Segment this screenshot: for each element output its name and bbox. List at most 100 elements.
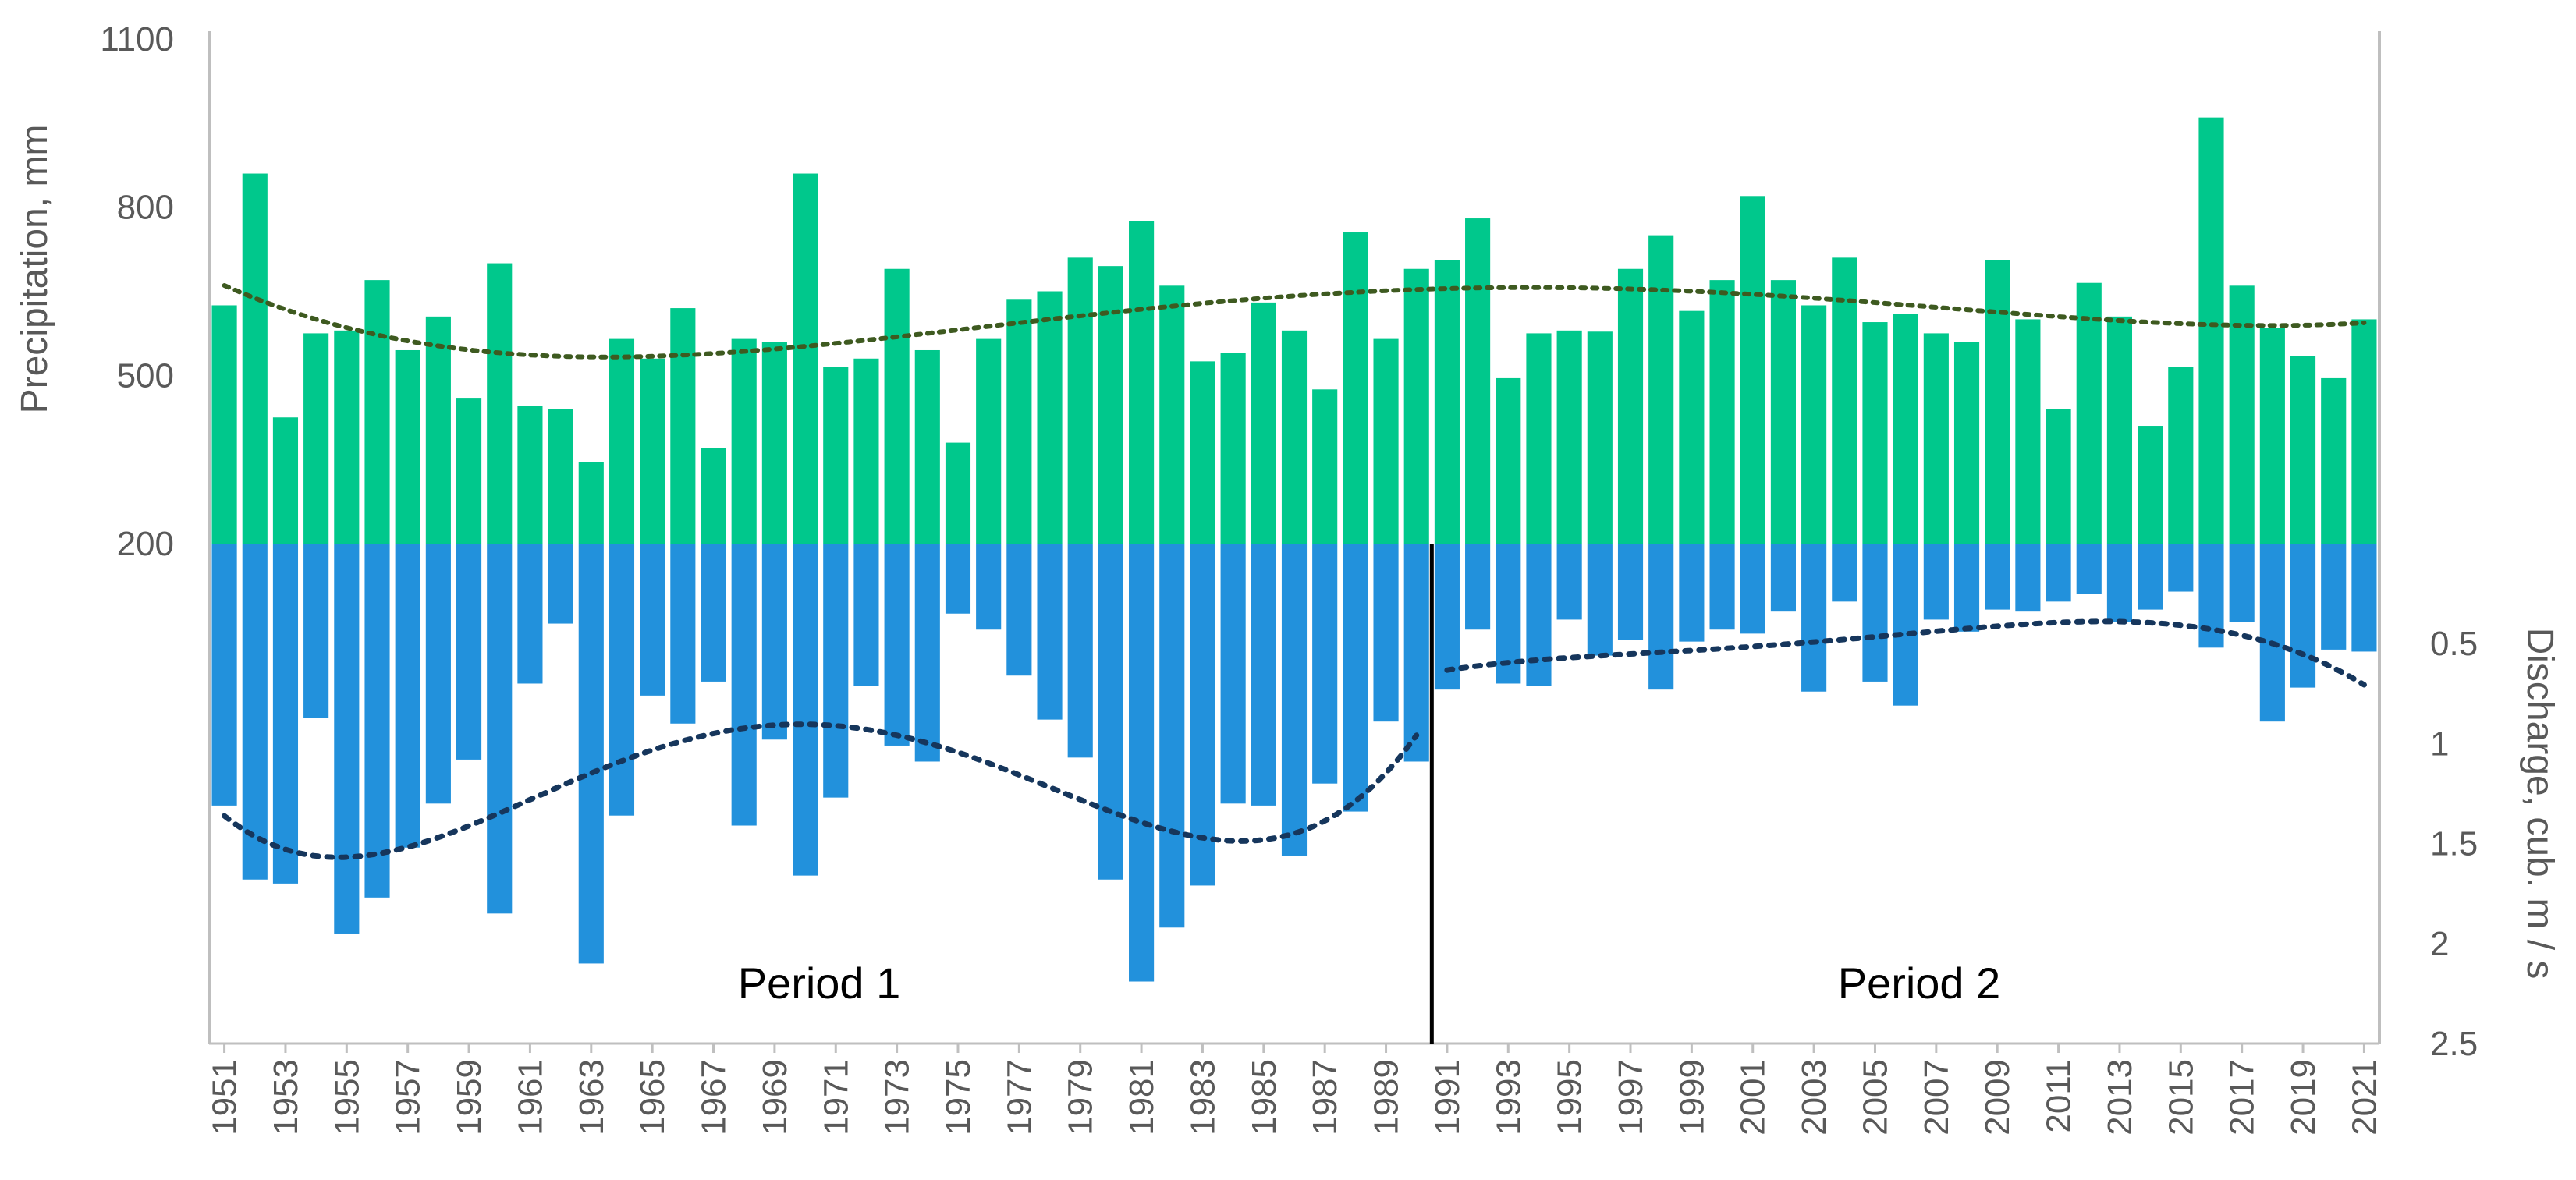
x-tick-label: 1979 <box>1062 1059 1100 1136</box>
x-tick-label: 1957 <box>389 1059 428 1136</box>
precip-bar-2016 <box>2198 117 2224 544</box>
precip-bar-1969 <box>761 342 787 544</box>
discharge-bar-1987 <box>1312 544 1338 784</box>
x-tick-label: 2017 <box>2223 1059 2262 1136</box>
discharge-bar-2017 <box>2229 544 2255 622</box>
discharge-bar-1984 <box>1220 544 1246 804</box>
x-tick-label: 1999 <box>1673 1059 1711 1136</box>
x-tick-label: 2005 <box>1856 1059 1894 1136</box>
precip-bar-2009 <box>1985 260 2010 544</box>
precip-bar-2001 <box>1740 196 1765 544</box>
discharge-bar-1951 <box>211 544 237 806</box>
discharge-bar-1964 <box>609 544 635 816</box>
precip-bar-1973 <box>884 268 910 544</box>
precip-bar-2014 <box>2138 426 2163 544</box>
discharge-bar-1995 <box>1556 544 1582 620</box>
discharge-bar-1955 <box>334 544 360 934</box>
discharge-bar-2003 <box>1801 544 1827 692</box>
right-tick-label: 1.5 <box>2430 825 2478 863</box>
x-tick-label: 1989 <box>1368 1059 1406 1136</box>
precip-bar-1998 <box>1648 235 1674 544</box>
discharge-bar-1996 <box>1587 544 1613 656</box>
precip-bar-1985 <box>1251 302 1276 544</box>
precip-bar-2005 <box>1862 322 1888 544</box>
discharge-bar-1992 <box>1465 544 1491 630</box>
precip-bar-1960 <box>487 263 513 544</box>
left-axis-title: Precipitation, mm <box>14 125 55 414</box>
discharge-bar-2012 <box>2076 544 2102 594</box>
discharge-bar-2000 <box>1709 544 1735 630</box>
discharge-bar-2020 <box>2321 544 2347 650</box>
precip-bar-1952 <box>242 173 268 544</box>
discharge-bar-2011 <box>2046 544 2071 602</box>
discharge-bar-1977 <box>1006 544 1032 676</box>
x-tick-label: 1951 <box>206 1059 244 1136</box>
discharge-bar-1985 <box>1251 544 1276 806</box>
precip-bar-2002 <box>1770 280 1796 544</box>
discharge-bar-1972 <box>853 544 879 686</box>
precip-bar-1954 <box>303 333 329 544</box>
precip-bar-1994 <box>1526 333 1552 544</box>
right-tick-label: 2 <box>2430 925 2449 963</box>
discharge-bar-1989 <box>1373 544 1399 722</box>
precip-bar-2015 <box>2168 367 2194 544</box>
precip-bar-2021 <box>2351 319 2377 544</box>
right-tick-label: 2.5 <box>2430 1025 2478 1063</box>
precip-bar-1971 <box>823 367 849 544</box>
x-tick-label: 1997 <box>1612 1059 1650 1136</box>
precip-bar-1976 <box>976 338 1002 544</box>
precip-bar-1967 <box>701 448 726 544</box>
discharge-bar-1958 <box>425 544 451 804</box>
discharge-bar-2004 <box>1832 544 1857 602</box>
precip-bar-1966 <box>670 308 696 544</box>
x-tick-label: 1983 <box>1183 1059 1222 1136</box>
precip-bar-1970 <box>793 173 818 544</box>
discharge-bar-1963 <box>578 544 604 964</box>
discharge-bar-1973 <box>884 544 910 746</box>
x-tick-label: 1973 <box>878 1059 917 1136</box>
precip-bar-1981 <box>1129 221 1155 544</box>
x-tick-label: 2015 <box>2162 1059 2200 1136</box>
precip-bar-1997 <box>1617 268 1644 544</box>
precip-bar-2018 <box>2259 328 2285 544</box>
discharge-bar-1974 <box>914 544 940 762</box>
precip-bar-1999 <box>1679 310 1705 544</box>
discharge-bar-1980 <box>1098 544 1123 880</box>
discharge-bar-1983 <box>1190 544 1215 886</box>
precip-bar-1984 <box>1220 353 1246 544</box>
x-tick-label: 1975 <box>939 1059 978 1136</box>
discharge-bar-1982 <box>1159 544 1185 928</box>
left-tick-label: 800 <box>117 189 174 227</box>
discharge-bar-1960 <box>487 544 513 914</box>
precip-bar-2011 <box>2046 409 2071 544</box>
discharge-bar-2001 <box>1740 544 1765 634</box>
discharge-bar-1970 <box>793 544 818 876</box>
axes <box>208 31 2381 1053</box>
discharge-bar-1978 <box>1037 544 1063 720</box>
right-axis-title: Discharge, cub. m / s <box>2519 628 2560 980</box>
discharge-bar-2002 <box>1770 544 1796 612</box>
discharge-bar-1952 <box>242 544 268 880</box>
precip-bar-1961 <box>517 406 543 544</box>
left-tick-label: 200 <box>117 525 174 563</box>
discharge-bar-1966 <box>670 544 696 724</box>
discharge-bar-1969 <box>761 544 787 740</box>
x-tick-label: 1967 <box>695 1059 733 1136</box>
precip-bar-2013 <box>2106 316 2133 544</box>
x-tick-label: 1965 <box>633 1059 672 1136</box>
x-tick-label: 2003 <box>1795 1059 1833 1136</box>
precip-bar-1986 <box>1281 330 1308 544</box>
discharge-bar-1997 <box>1617 544 1644 640</box>
precip-bar-1962 <box>548 409 573 544</box>
discharge-bar-1962 <box>548 544 573 624</box>
precip-bar-2007 <box>1923 333 1949 544</box>
discharge-bar-1956 <box>364 544 390 898</box>
precip-bar-1964 <box>609 338 635 544</box>
precip-bar-1987 <box>1312 389 1338 544</box>
x-tick-label: 1959 <box>450 1059 488 1136</box>
precip-bar-1991 <box>1434 260 1460 544</box>
precip-bar-1995 <box>1556 330 1582 544</box>
discharge-bar-1953 <box>272 544 299 884</box>
precip-bar-1957 <box>395 349 420 544</box>
